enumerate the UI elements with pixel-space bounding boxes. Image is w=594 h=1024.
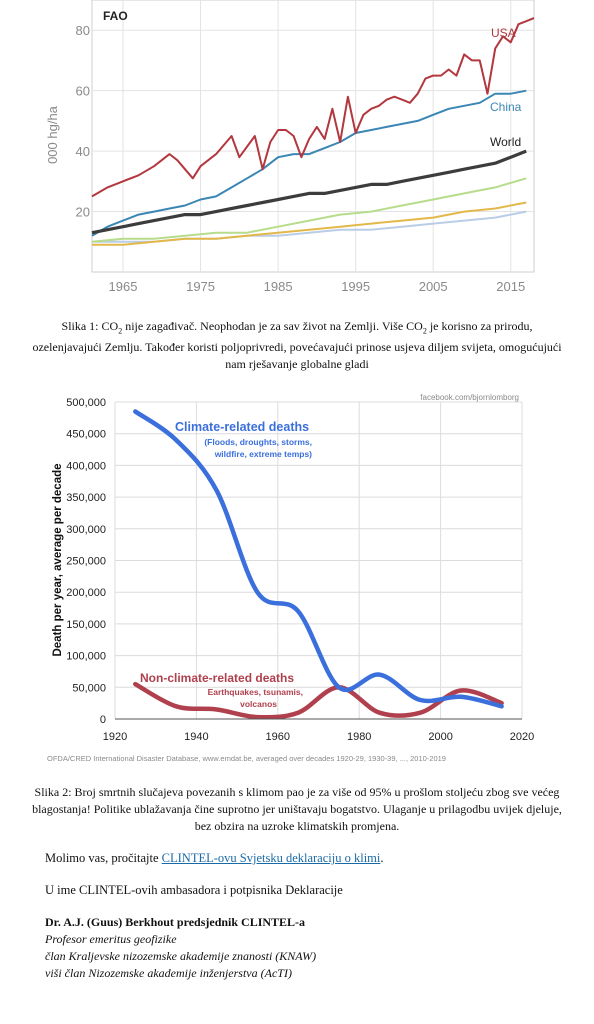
series-line-usa (91, 17, 535, 198)
y-tick-labels: 20 40 60 80 (76, 23, 90, 219)
nonclimate-series-sub2: volcanos (240, 699, 277, 709)
climate-series-sub1: (Floods, droughts, storms, (204, 437, 312, 447)
caption1-sub2: 2 (422, 326, 427, 336)
x-tick-label: 1975 (186, 279, 215, 294)
series-line-china (91, 89, 527, 237)
y-tick-label: 60 (76, 84, 90, 99)
gridlines (92, 0, 534, 272)
usa-label: USA (491, 26, 516, 40)
x-tick-label: 2005 (419, 279, 448, 294)
y-tick-label: 0 (100, 714, 106, 726)
caption1-sub1: 2 (118, 326, 123, 336)
y-tick-label: 450,000 (66, 429, 106, 441)
read-request: Molimo vas, pročitajte CLINTEL-ovu Svjet… (45, 850, 384, 867)
y-axis-label: 000 hg/ha (45, 105, 60, 164)
climate-series-sub2: wildfire, extreme temps) (214, 449, 312, 459)
caption1-part2: nije zagađivač. Neophodan je za sav živo… (122, 319, 423, 333)
figure2-caption: Slika 2: Broj smrtnih slučajeva povezani… (32, 785, 562, 833)
plot-area (91, 0, 535, 273)
y-tick-label: 40 (76, 144, 90, 159)
signatory-title-3: viši član Nizozemske akademije inženjers… (45, 966, 292, 980)
y-tick-label: 50,000 (72, 682, 106, 694)
x-tick-label: 2015 (496, 279, 525, 294)
x-tick-label: 2020 (510, 731, 534, 743)
caption1-part1: Slika 1: CO (61, 319, 119, 333)
y-tick-label: 250,000 (66, 556, 106, 568)
figure1-caption: Slika 1: CO2 nije zagađivač. Neophodan j… (30, 318, 564, 373)
series-group (91, 17, 535, 246)
climate-series-label: Climate-related deaths (175, 420, 309, 434)
y-tick-label: 150,000 (66, 619, 106, 631)
read-request-prefix: Molimo vas, pročitajte (45, 851, 162, 865)
crop-yield-chart: 20 40 60 80 1965 1975 1985 1995 2005 2015 FAO 00… (45, 0, 535, 294)
signatory-title-2: član Kraljevske nizozemske akademije zna… (45, 949, 317, 963)
y-tick-label: 20 (76, 205, 90, 220)
x-tick-label: 1980 (347, 731, 371, 743)
china-label: China (490, 100, 522, 114)
source-label: FAO (103, 9, 128, 23)
y-tick-label: 200,000 (66, 587, 106, 599)
y-tick-label: 350,000 (66, 492, 106, 504)
world-label: World (490, 135, 521, 149)
series-line-climate-related-deaths (133, 409, 504, 709)
source-note: OFDA/CRED International Disaster Databas… (47, 754, 446, 763)
y-tick-label: 100,000 (66, 651, 106, 663)
y-tick-labels: 0 50,000 100,000 150,000 200,000 250,000 300,0… (66, 397, 106, 726)
series-group (133, 409, 504, 720)
x-tick-label: 1940 (184, 731, 208, 743)
x-tick-label: 1965 (109, 279, 138, 294)
x-tick-label: 1960 (266, 731, 290, 743)
series-line-unlabeled-3 (91, 177, 527, 243)
y-tick-label: 80 (76, 23, 90, 38)
series-line-world (91, 149, 527, 235)
series-line-unlabeled-4 (92, 201, 527, 246)
x-tick-label: 1985 (264, 279, 293, 294)
x-tick-label: 1995 (341, 279, 370, 294)
credit-label: facebook.com/bjornlomborg (420, 393, 519, 402)
x-tick-labels: 1920 1940 1960 1980 2000 2020 (103, 731, 534, 743)
signatory-title-1: Profesor emeritus geofizike (45, 932, 177, 946)
nonclimate-series-label: Non-climate-related deaths (140, 671, 294, 685)
disaster-deaths-chart: 0 50,000 100,000 150,000 200,000 250,000 300,0… (0, 380, 594, 770)
y-axis-label: Death per year, average per decade (52, 463, 64, 656)
x-tick-label: 1920 (103, 731, 127, 743)
read-request-suffix: . (380, 851, 384, 865)
x-tick-label: 2000 (428, 731, 452, 743)
declaration-link[interactable]: CLINTEL-ovu Svjetsku deklaraciju o klimi (161, 851, 381, 865)
y-tick-label: 300,000 (66, 524, 106, 536)
signatory-name: Dr. A.J. (Guus) Berkhout predsjednik CLI… (45, 915, 306, 929)
y-tick-label: 400,000 (66, 460, 106, 472)
x-tick-labels: 1965 1975 1985 1995 2005 2015 (109, 279, 526, 294)
caption1-part3: je korisno za prirodu, ozelenjavajući Ze… (32, 319, 562, 372)
y-tick-label: 500,000 (66, 397, 106, 409)
signature-block: Dr. A.J. (Guus) Berkhout predsjednik CLI… (45, 914, 316, 982)
behalf-line: U ime CLINTEL-ovih ambasadora i potpisni… (45, 883, 343, 897)
nonclimate-series-sub1: Earthquakes, tsunamis, (208, 687, 303, 697)
